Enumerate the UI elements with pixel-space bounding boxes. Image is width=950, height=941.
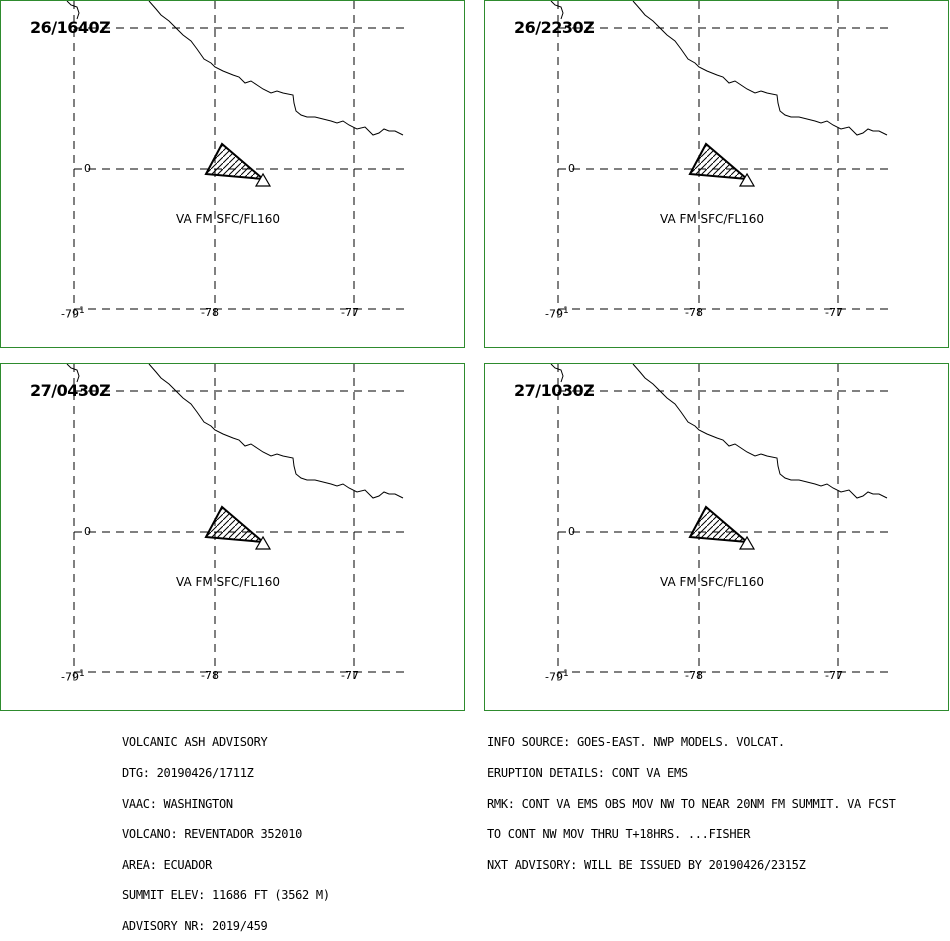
advisory-line: SUMMIT ELEV: 11686 FT (3562 M) [122, 888, 330, 903]
map-panel: 26/2230Z VA FM SFC/FL160 0 -791 -78 -77 [484, 0, 949, 348]
map-panel: 26/1640Z VA FM SFC/FL160 0 -791 -78 -77 [0, 0, 465, 348]
advisory-line: TO CONT NW MOV THRU T+18HRS. ...FISHER [487, 827, 751, 842]
coastline [550, 364, 564, 383]
ash-cloud-polygon [204, 142, 267, 181]
map-canvas [66, 364, 406, 679]
lat-0-label: 0 [568, 525, 575, 538]
va-label: VA FM SFC/FL160 [176, 212, 280, 226]
map-canvas [550, 364, 890, 679]
volcano-triangle-icon [738, 172, 756, 187]
volcano-triangle-icon [254, 172, 272, 187]
advisory-line: NXT ADVISORY: WILL BE ISSUED BY 20190426… [487, 857, 806, 872]
advisory-line: VOLCANIC ASH ADVISORY [122, 735, 268, 750]
lon-79-label: -791 [545, 669, 569, 684]
advisory-details-text: INFO SOURCE: GOES-EAST. NWP MODELS. VOLC… [487, 717, 896, 880]
coastline [66, 1, 80, 20]
advisory-line: ADVISORY NR: 2019/459 [122, 919, 268, 934]
advisory-line: VOLCANO: REVENTADOR 352010 [122, 827, 303, 842]
lon-77-label: -77 [825, 306, 843, 319]
advisory-line: RMK: CONT VA EMS OBS MOV NW TO NEAR 20NM… [487, 796, 896, 811]
map-canvas [550, 1, 890, 316]
panel-time: 27/0430Z [30, 381, 111, 400]
va-label: VA FM SFC/FL160 [660, 575, 764, 589]
va-label: VA FM SFC/FL160 [660, 212, 764, 226]
lon-77-label: -77 [825, 669, 843, 682]
panel-time: 27/1030Z [514, 381, 595, 400]
lat-0-label: 0 [568, 162, 575, 175]
lon-79-label: -791 [61, 306, 85, 321]
lon-78-label: -78 [685, 669, 703, 682]
coastline [632, 364, 888, 499]
lon-78-label: -78 [201, 306, 219, 319]
lon-77-label: -77 [341, 306, 359, 319]
advisory-line: INFO SOURCE: GOES-EAST. NWP MODELS. VOLC… [487, 735, 785, 750]
lon-79-label: -791 [61, 669, 85, 684]
advisory-line: VAAC: WASHINGTON [122, 796, 233, 811]
advisory-line: DTG: 20190426/1711Z [122, 766, 254, 781]
volcano-triangle-icon [738, 535, 756, 550]
lon-77-label: -77 [341, 669, 359, 682]
panel-time: 26/1640Z [30, 18, 111, 37]
lon-79-label: -791 [545, 306, 569, 321]
panel-time: 26/2230Z [514, 18, 595, 37]
volcano-triangle-icon [254, 535, 272, 550]
coastline [550, 1, 564, 20]
coastline [632, 1, 888, 136]
map-canvas [66, 1, 406, 316]
coastline [148, 1, 404, 136]
coastline [148, 364, 404, 499]
map-panel: 27/0430Z VA FM SFC/FL160 0 -791 -78 -77 [0, 363, 465, 711]
ash-cloud-polygon [204, 505, 267, 544]
ash-cloud-polygon [688, 505, 751, 544]
va-label: VA FM SFC/FL160 [176, 575, 280, 589]
coastline [66, 364, 80, 383]
map-panel: 27/1030Z VA FM SFC/FL160 0 -791 -78 -77 [484, 363, 949, 711]
advisory-header-text: VOLCANIC ASH ADVISORY DTG: 20190426/1711… [122, 717, 330, 941]
lon-78-label: -78 [201, 669, 219, 682]
ash-cloud-polygon [688, 142, 751, 181]
lat-0-label: 0 [84, 525, 91, 538]
lat-0-label: 0 [84, 162, 91, 175]
lon-78-label: -78 [685, 306, 703, 319]
advisory-line: ERUPTION DETAILS: CONT VA EMS [487, 766, 688, 781]
advisory-line: AREA: ECUADOR [122, 857, 213, 872]
